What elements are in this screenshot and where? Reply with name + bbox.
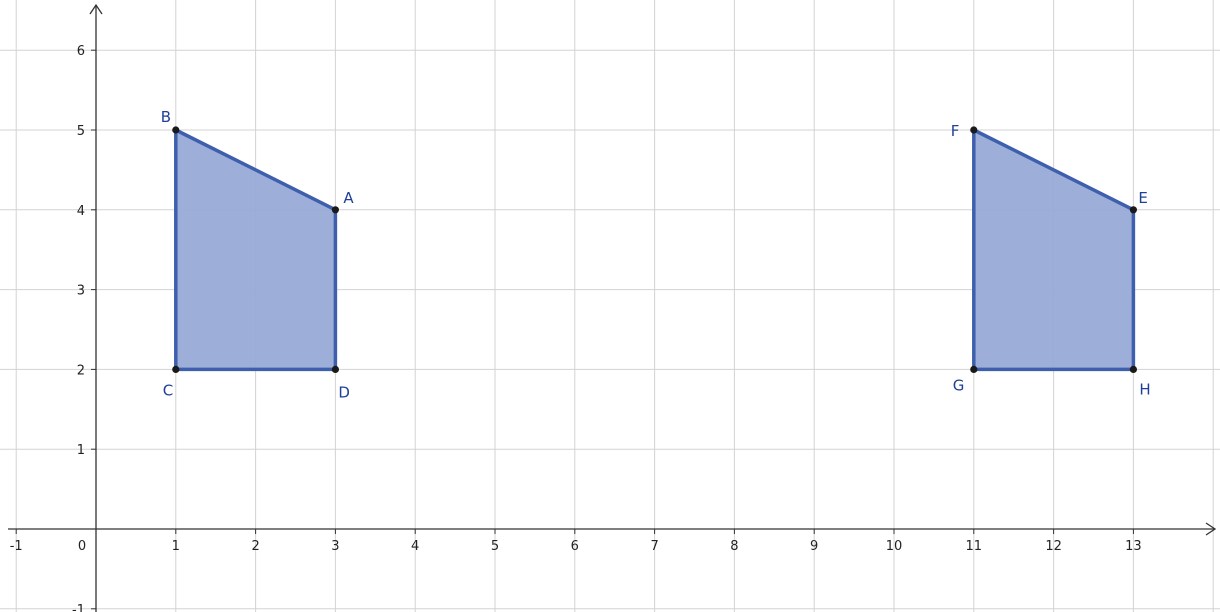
points: A B C D E F G H xyxy=(161,108,1151,401)
point-label-e: E xyxy=(1138,189,1147,207)
x-tick-label: 2 xyxy=(251,539,259,554)
x-tick-label: 0 xyxy=(78,539,86,554)
point-label-c: C xyxy=(163,381,173,399)
x-tick-label: -1 xyxy=(10,539,23,554)
point-f xyxy=(970,126,978,134)
point-label-d: D xyxy=(338,383,350,401)
y-tick-label: 4 xyxy=(77,204,85,219)
x-tick-label: 1 xyxy=(172,539,180,554)
y-tick-label: 5 xyxy=(77,124,85,139)
point-g xyxy=(970,365,978,373)
point-label-b: B xyxy=(161,108,171,126)
polygons xyxy=(174,128,1136,372)
x-tick-label: 10 xyxy=(886,539,903,554)
y-tick-label: 6 xyxy=(77,44,85,59)
point-c xyxy=(172,365,180,373)
point-h xyxy=(1129,365,1137,373)
x-tick-label: 3 xyxy=(331,539,339,554)
y-tick-label: -1 xyxy=(72,603,85,612)
y-axis-arrow xyxy=(89,3,103,15)
x-tick-label: 6 xyxy=(571,539,579,554)
point-e xyxy=(1129,206,1137,214)
x-tick-label: 9 xyxy=(810,539,818,554)
x-axis-arrow xyxy=(1205,522,1217,536)
point-b xyxy=(172,126,180,134)
point-d xyxy=(331,365,339,373)
x-tick-label: 7 xyxy=(650,539,658,554)
point-label-g: G xyxy=(953,376,965,394)
point-label-f: F xyxy=(951,122,960,140)
x-tick-label: 13 xyxy=(1125,539,1142,554)
x-tick-label: 11 xyxy=(966,539,983,554)
x-tick-label: 8 xyxy=(730,539,738,554)
x-tick-label: 5 xyxy=(491,539,499,554)
x-tick-label: 12 xyxy=(1045,539,1062,554)
point-label-a: A xyxy=(343,189,354,207)
axes xyxy=(8,3,1217,612)
x-tick-label: 4 xyxy=(411,539,419,554)
point-label-h: H xyxy=(1139,380,1150,398)
y-tick-label: 2 xyxy=(77,363,85,378)
y-tick-label: 3 xyxy=(77,284,85,299)
y-tick-label: 1 xyxy=(77,443,85,458)
point-a xyxy=(331,206,339,214)
